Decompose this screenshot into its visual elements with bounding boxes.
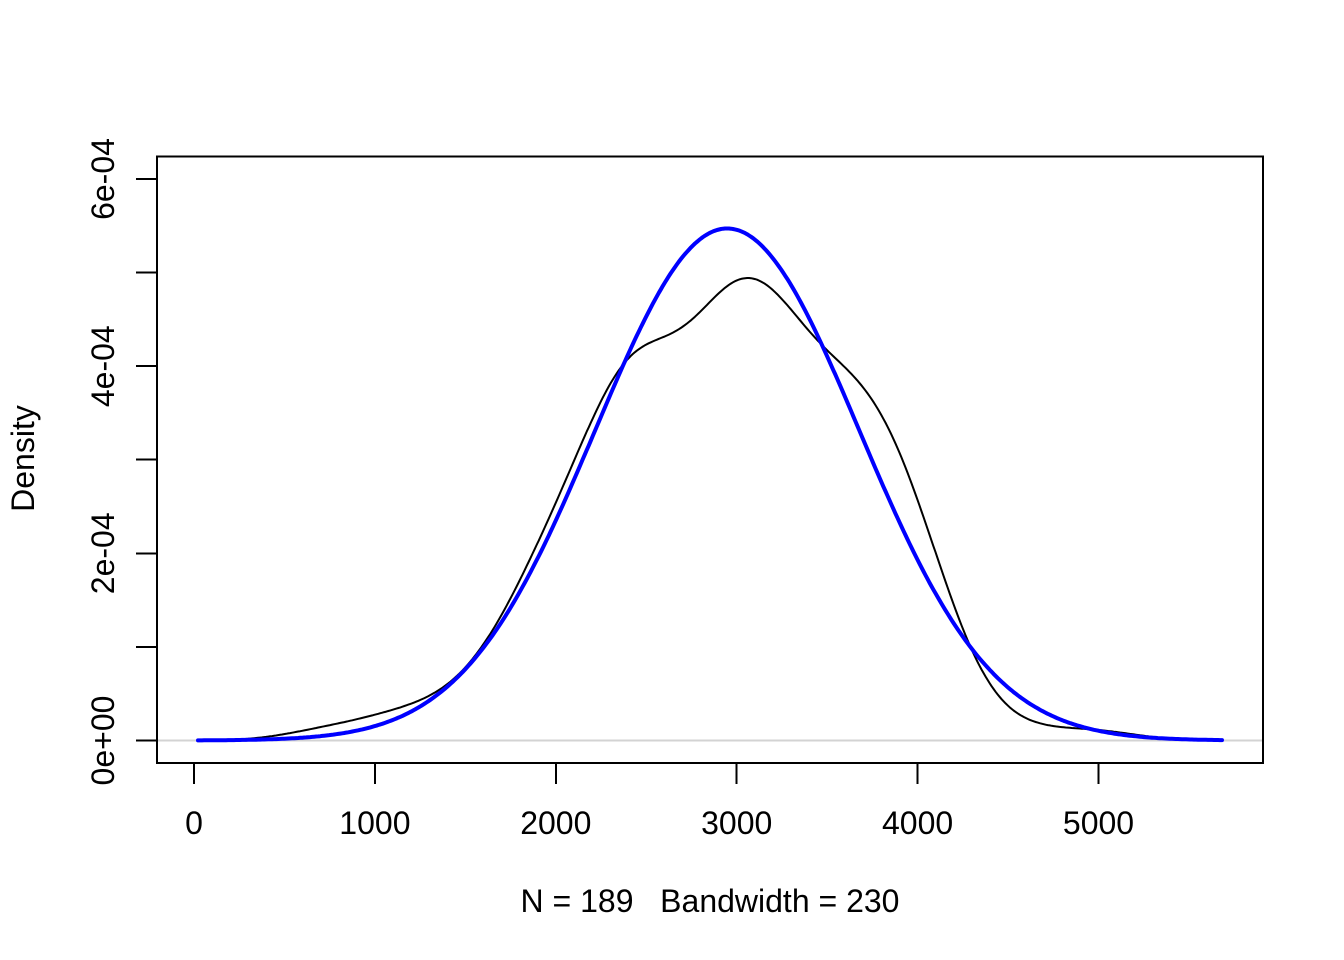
svg-text:N = 189 Bandwidth = 230: N = 189 Bandwidth = 230 <box>521 883 900 919</box>
svg-text:0e+00: 0e+00 <box>85 696 121 786</box>
svg-text:5000: 5000 <box>1063 805 1134 841</box>
svg-text:2000: 2000 <box>520 805 591 841</box>
svg-text:6e-04: 6e-04 <box>85 138 121 220</box>
svg-text:0: 0 <box>185 805 203 841</box>
svg-text:Density: Density <box>5 405 41 512</box>
svg-text:4e-04: 4e-04 <box>85 325 121 407</box>
svg-text:2e-04: 2e-04 <box>85 512 121 594</box>
svg-text:1000: 1000 <box>339 805 410 841</box>
svg-text:3000: 3000 <box>701 805 772 841</box>
svg-text:4000: 4000 <box>882 805 953 841</box>
